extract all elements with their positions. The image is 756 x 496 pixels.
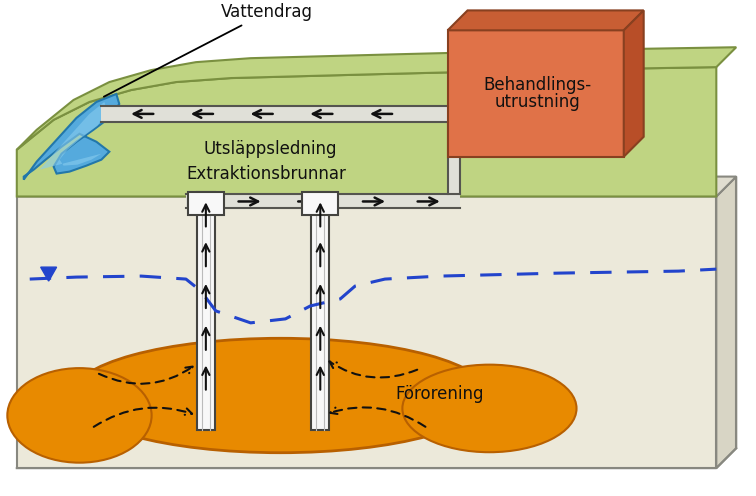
Polygon shape (448, 10, 643, 30)
Text: Behandlings-: Behandlings- (484, 75, 592, 94)
Polygon shape (448, 30, 624, 157)
Bar (448, 122, 460, 194)
Polygon shape (624, 10, 643, 157)
Polygon shape (717, 177, 736, 468)
Polygon shape (17, 177, 736, 196)
Polygon shape (39, 102, 107, 170)
Polygon shape (23, 94, 119, 180)
Bar (311, 191, 330, 431)
Text: Utsläppsledning: Utsläppsledning (204, 140, 337, 158)
Ellipse shape (72, 338, 489, 453)
Bar (188, 191, 224, 215)
Polygon shape (17, 67, 717, 196)
Bar (302, 191, 338, 215)
Bar (186, 194, 460, 208)
Text: Extraktionsbrunnar: Extraktionsbrunnar (186, 165, 345, 183)
Polygon shape (41, 267, 57, 281)
Bar (197, 191, 215, 431)
Polygon shape (17, 47, 736, 150)
Ellipse shape (8, 368, 152, 463)
Text: Förorening: Förorening (395, 384, 483, 403)
Text: Vattendrag: Vattendrag (104, 3, 313, 97)
Polygon shape (17, 196, 717, 468)
Bar (101, 106, 450, 122)
Ellipse shape (402, 365, 577, 452)
Text: utrustning: utrustning (495, 93, 581, 112)
